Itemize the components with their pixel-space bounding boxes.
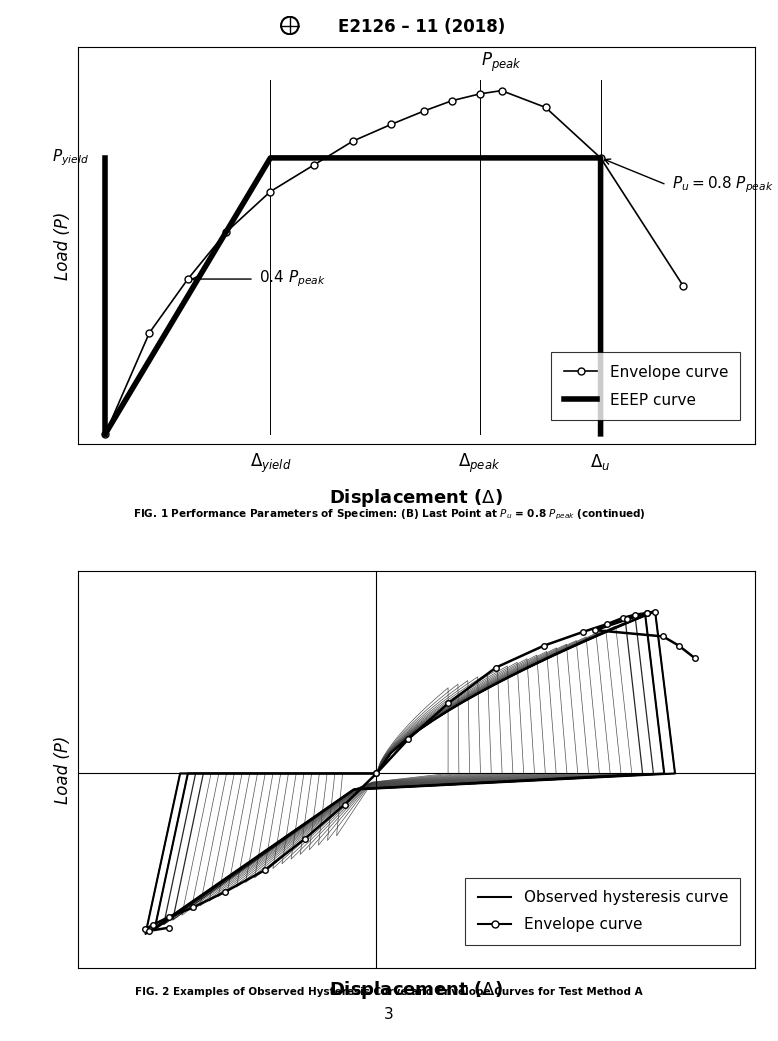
X-axis label: Displacement ($\Delta$): Displacement ($\Delta$): [329, 980, 503, 1001]
Y-axis label: Load (P): Load (P): [54, 735, 72, 804]
Legend: Observed hysteresis curve, Envelope curve: Observed hysteresis curve, Envelope curv…: [465, 878, 740, 944]
Text: FIG. 2 Examples of Observed Hysteresis Curve and Envelope Curves for Test Method: FIG. 2 Examples of Observed Hysteresis C…: [135, 987, 643, 997]
X-axis label: Displacement ($\Delta$): Displacement ($\Delta$): [329, 486, 503, 509]
Text: E2126 – 11 (2018): E2126 – 11 (2018): [338, 18, 506, 36]
Text: $P_{yield}$: $P_{yield}$: [52, 148, 89, 169]
Y-axis label: Load (P): Load (P): [54, 211, 72, 280]
Text: 3: 3: [384, 1008, 394, 1022]
Text: $P_u = 0.8\ P_{peak}$: $P_u = 0.8\ P_{peak}$: [672, 175, 773, 195]
Legend: Envelope curve, EEEP curve: Envelope curve, EEEP curve: [552, 352, 740, 421]
Text: FIG. 1 Performance Parameters of Specimen: (B) Last Point at $\it{P_u}$ = 0.8 $\: FIG. 1 Performance Parameters of Specime…: [132, 508, 646, 523]
Text: $0.4\ P_{peak}$: $0.4\ P_{peak}$: [259, 269, 326, 289]
Text: $P_{peak}$: $P_{peak}$: [481, 51, 522, 74]
